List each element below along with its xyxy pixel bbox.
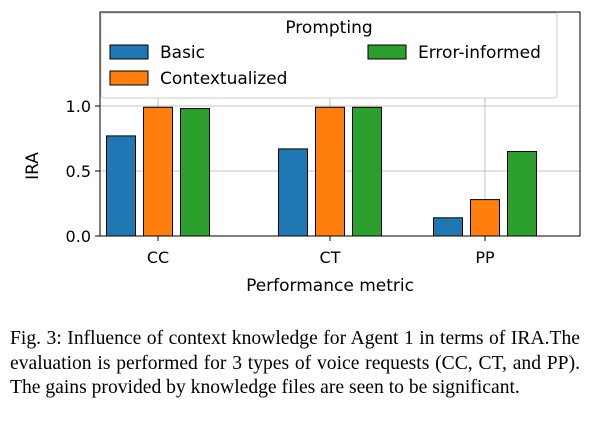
axis-ticks: 0.0 0.5 1.0 CC CT PP xyxy=(66,97,495,267)
bar-basic-cc xyxy=(106,135,136,237)
legend-label: Contextualized xyxy=(160,69,287,89)
legend-swatch xyxy=(109,70,149,86)
bar-contextualized-pp xyxy=(470,199,500,237)
legend-swatch xyxy=(367,44,407,60)
x-tick-label: PP xyxy=(475,248,495,267)
legend-box xyxy=(100,12,558,99)
y-axis-label: IRA xyxy=(23,152,43,180)
legend-label: Error-informed xyxy=(418,43,541,63)
bar-error-informed-cc xyxy=(180,108,210,237)
plot-frame xyxy=(99,11,581,237)
legend-swatch xyxy=(109,44,149,60)
bar-chart: 0.0 0.5 1.0 CC CT PP IRA Performance metric P… xyxy=(23,11,581,296)
y-tick-label: 0.0 xyxy=(66,227,91,246)
y-tick-label: 0.5 xyxy=(66,162,91,181)
bar-error-informed-ct xyxy=(352,106,382,237)
bars xyxy=(106,106,537,237)
figure-caption: Fig. 3: Influence of context knowledge f… xyxy=(10,328,580,398)
legend-title: Prompting xyxy=(285,18,372,38)
legend-label: Basic xyxy=(160,43,205,63)
legend: Prompting Basic Contextualized Error-infor… xyxy=(100,12,558,99)
bar-basic-ct xyxy=(278,148,308,237)
x-tick-label: CT xyxy=(320,248,341,267)
bar-contextualized-ct xyxy=(315,106,345,237)
bar-error-informed-pp xyxy=(507,151,537,237)
x-tick-label: CC xyxy=(147,248,169,267)
bar-contextualized-cc xyxy=(143,106,173,237)
bar-basic-pp xyxy=(433,217,463,237)
x-axis-label: Performance metric xyxy=(246,276,414,296)
y-tick-label: 1.0 xyxy=(66,97,91,116)
